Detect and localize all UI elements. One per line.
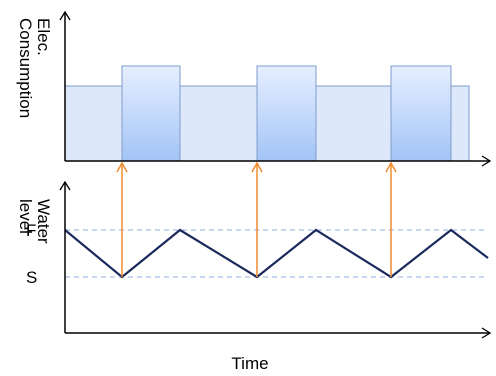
water-level-sawtooth-line [65, 230, 488, 277]
consumption-panel: Elec. Consumption [16, 12, 490, 166]
water-level-panel: Water level F S [16, 182, 490, 338]
link-arrow-1 [117, 163, 127, 277]
peak-consumption-blocks [122, 66, 451, 161]
level-s-label: S [26, 268, 37, 287]
top-y-label-line1: Elec. [34, 18, 53, 56]
bottom-y-label-line1: Water [34, 199, 53, 244]
top-y-label-line2: Consumption [16, 18, 35, 118]
link-arrows [117, 163, 396, 277]
peak-block-1 [122, 66, 180, 161]
link-arrow-2 [252, 163, 262, 277]
peak-block-3 [391, 66, 451, 161]
peak-block-2 [257, 66, 316, 161]
level-f-label: F [26, 221, 36, 240]
bottom-axes [60, 182, 490, 338]
x-axis-label: Time [231, 354, 268, 373]
link-arrow-3 [386, 163, 396, 277]
